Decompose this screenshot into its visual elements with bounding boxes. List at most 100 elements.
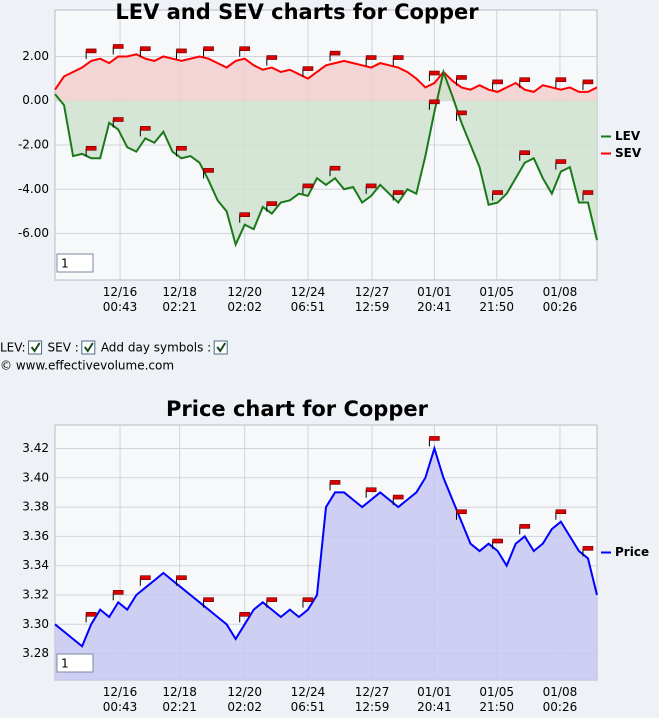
zoom-input-value: 1 — [61, 257, 69, 271]
day-symbol — [519, 150, 531, 156]
checkbox-label: SEV : — [48, 341, 79, 355]
y-tick-label: 2.00 — [22, 49, 49, 63]
checkbox-label: LEV: — [0, 341, 26, 355]
x-tick-label: 12/16 00:43 — [103, 685, 138, 714]
day-symbol — [582, 546, 594, 551]
day-symbol — [140, 126, 151, 131]
line — [54, 68, 598, 248]
area — [55, 448, 597, 680]
day-symbol — [365, 487, 377, 493]
day-symbol — [329, 50, 341, 56]
day-symbol — [555, 159, 567, 164]
y-tick-label: 3.32 — [22, 588, 49, 602]
day-symbol — [112, 590, 124, 595]
day-symbol — [266, 55, 278, 60]
checkmark — [30, 342, 41, 353]
day-symbol — [203, 597, 214, 602]
chart-title: Price chart for Copper — [166, 397, 429, 421]
day-symbol — [365, 55, 377, 60]
day-symbol — [239, 46, 250, 51]
day-symbol — [85, 145, 97, 151]
x-tick-label: 12/24 06:51 — [291, 285, 326, 314]
y-tick-label: -4.00 — [18, 182, 49, 196]
day-symbol — [85, 48, 97, 54]
chart-title: LEV and SEV charts for Copper — [115, 0, 479, 24]
checkmark — [84, 342, 94, 353]
day-symbol — [582, 79, 594, 85]
day-symbol — [555, 509, 567, 515]
zoom-input[interactable] — [56, 653, 94, 673]
day-symbol — [302, 183, 314, 189]
day-symbol — [329, 165, 341, 171]
y-tick-label: -2.00 — [18, 138, 49, 152]
x-tick-label: 01/01 20:41 — [417, 285, 452, 314]
x-tick-label: 12/18 02:21 — [162, 685, 197, 714]
day-symbol — [582, 190, 594, 195]
day-symbol — [85, 612, 97, 617]
y-tick-label: 0.00 — [22, 93, 49, 107]
area — [55, 54, 597, 101]
x-tick-label: 12/20 02:02 — [227, 685, 262, 714]
x-tick-label: 12/24 06:51 — [291, 685, 326, 714]
day-symbol — [329, 480, 341, 485]
day-symbol — [392, 55, 404, 60]
y-tick-label: -6.00 — [18, 226, 49, 240]
day-symbol — [456, 509, 467, 515]
day-symbol — [492, 190, 503, 195]
day-symbol — [456, 75, 467, 80]
y-tick-label: 3.40 — [22, 470, 49, 484]
day-symbol — [429, 70, 440, 76]
line — [54, 53, 598, 93]
day-symbol — [429, 99, 440, 105]
copyright: © www.effectivevolume.com — [0, 359, 174, 373]
day-symbol — [112, 117, 124, 122]
x-tick-label: 01/08 00:26 — [543, 685, 578, 714]
y-tick-label: 3.34 — [22, 558, 49, 572]
day-symbol — [456, 110, 467, 116]
x-tick-label: 01/01 20:41 — [417, 685, 452, 714]
x-tick-label: 01/05 21:50 — [479, 285, 514, 314]
day-symbol — [203, 46, 214, 51]
day-symbol — [555, 77, 567, 82]
day-symbol — [302, 597, 314, 602]
y-tick-label: 3.28 — [22, 646, 49, 660]
y-tick-label: 3.30 — [22, 617, 49, 631]
zoom-input-value: 1 — [61, 657, 69, 671]
day-symbol — [365, 183, 377, 189]
line — [54, 445, 598, 648]
y-tick-label: 3.38 — [22, 500, 49, 514]
x-tick-label: 01/05 21:50 — [479, 685, 514, 714]
day-symbol — [492, 79, 503, 85]
day-symbol — [519, 524, 531, 529]
day-symbol — [176, 145, 187, 151]
day-symbol — [429, 436, 440, 441]
legend-label: LEV — [615, 129, 641, 143]
checkmark — [216, 342, 227, 353]
day-symbol — [239, 612, 250, 617]
day-symbol — [302, 66, 314, 71]
x-tick-label: 12/18 02:21 — [162, 285, 197, 314]
day-symbol — [392, 494, 404, 500]
x-tick-label: 12/20 02:02 — [227, 285, 262, 314]
x-tick-label: 12/27 12:59 — [355, 685, 390, 714]
legend-label: SEV — [615, 146, 642, 160]
day-symbol — [203, 168, 214, 173]
day-symbol — [519, 77, 531, 82]
zoom-input[interactable] — [56, 253, 94, 273]
day-symbol — [112, 44, 124, 49]
day-symbol — [176, 575, 187, 580]
x-tick-label: 12/16 00:43 — [103, 285, 138, 314]
x-tick-label: 01/08 00:26 — [543, 285, 578, 314]
day-symbol — [392, 190, 404, 195]
day-symbol — [266, 597, 278, 602]
y-tick-label: 3.36 — [22, 529, 49, 543]
y-tick-label: 3.42 — [22, 441, 49, 455]
day-symbol — [492, 538, 503, 544]
day-symbol — [239, 212, 250, 217]
legend-label: Price — [615, 545, 649, 559]
day-symbol — [140, 575, 151, 580]
day-symbol — [266, 201, 278, 206]
day-symbol — [176, 48, 187, 54]
day-symbol — [140, 46, 151, 51]
x-tick-label: 12/27 12:59 — [355, 285, 390, 314]
